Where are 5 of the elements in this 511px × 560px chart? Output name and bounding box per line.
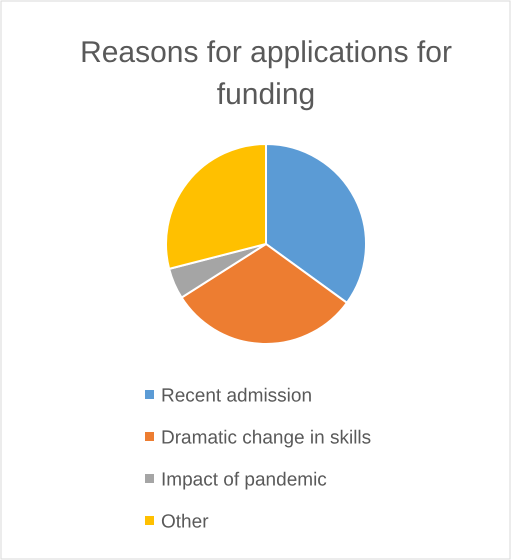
legend-label: Other (161, 512, 210, 533)
chart-title: Reasons for applications for funding (80, 36, 452, 111)
legend-label: Impact of pandemic (161, 470, 327, 491)
legend-label: Recent admission (161, 386, 312, 407)
legend-label: Dramatic change in skills (161, 428, 372, 449)
